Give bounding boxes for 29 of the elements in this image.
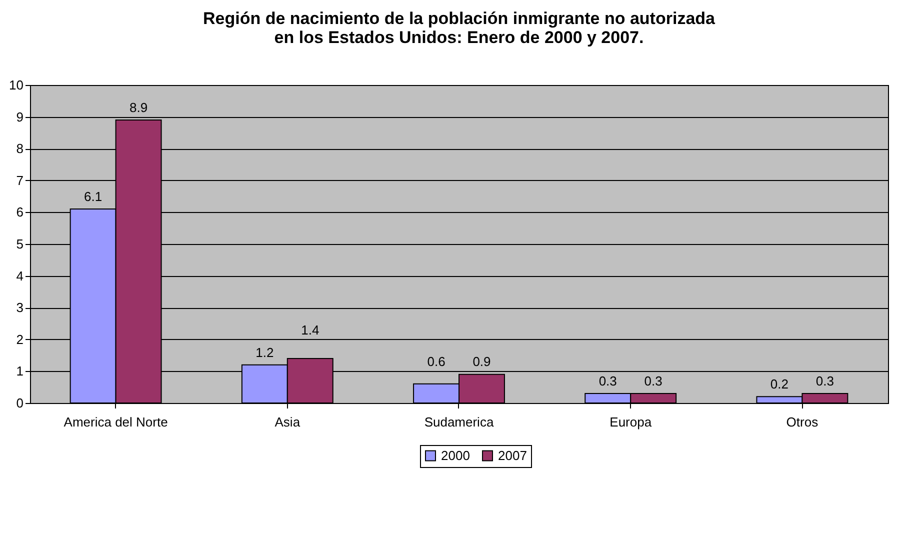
- y-tick-label: 4: [16, 268, 24, 284]
- y-tick-label: 8: [16, 141, 24, 156]
- data-label: 8.9: [130, 100, 148, 115]
- legend-label: 2000: [441, 448, 470, 463]
- data-label: 0.3: [816, 373, 834, 388]
- x-tick-label: Europa: [610, 414, 652, 430]
- y-tick-label: 0: [16, 396, 24, 410]
- chart-title: Región de nacimiento de la población inmigrante no autorizada en los Estados Unidos: Enero de 2000 y 2007.: [203, 9, 716, 47]
- data-label: 0.9: [472, 354, 491, 370]
- data-label: 1.4: [301, 322, 320, 338]
- y-tick-label: 5: [16, 236, 24, 252]
- x-tick-label: Asia: [274, 414, 301, 430]
- y-tick-label: 3: [16, 300, 24, 316]
- data-label: 1.2: [256, 344, 274, 360]
- x-tick-label: America del Norte: [64, 414, 168, 430]
- y-tick-label: 7: [16, 172, 24, 188]
- legend-label: 2007: [498, 448, 527, 463]
- y-tick-label: 2: [16, 332, 24, 347]
- x-tick-label: Otros: [786, 414, 819, 430]
- data-label: 0.3: [644, 373, 662, 388]
- y-tick-label: 1: [16, 364, 24, 379]
- data-label: 0.2: [770, 376, 788, 392]
- y-tick-label: 9: [16, 109, 24, 124]
- data-label: 0.3: [598, 373, 617, 388]
- data-label: 6.1: [84, 189, 102, 204]
- data-label: 0.6: [427, 354, 446, 370]
- y-tick-label: 6: [16, 204, 24, 220]
- y-tick-label: 10: [9, 78, 24, 92]
- x-tick-label: Sudamerica: [424, 414, 494, 430]
